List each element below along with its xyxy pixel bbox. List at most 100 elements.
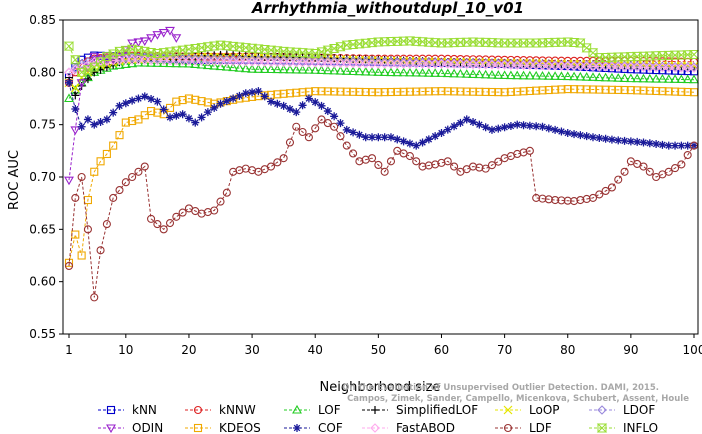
- data-point: [310, 58, 320, 68]
- data-point: [487, 87, 497, 97]
- data-point: [133, 53, 144, 63]
- data-point: [570, 130, 579, 139]
- data-point: [253, 57, 264, 67]
- legend-item-inflo: INFLO: [589, 421, 658, 434]
- data-point: [556, 71, 567, 80]
- legend-item-fastabod: FastABOD: [362, 421, 455, 434]
- data-point: [316, 56, 327, 66]
- data-point: [620, 136, 629, 145]
- data-point: [133, 55, 144, 65]
- data-point: [209, 54, 219, 64]
- data-point: [317, 115, 326, 124]
- x-tick-label: 100: [683, 343, 702, 357]
- data-point: [682, 63, 693, 73]
- data-point: [266, 64, 276, 74]
- data-point: [191, 118, 200, 127]
- data-point: [418, 87, 427, 96]
- data-point: [96, 246, 105, 255]
- chart-title: Arrhythmia_withoutdupl_10_v01: [251, 0, 524, 17]
- data-point: [475, 87, 484, 96]
- data-point: [399, 137, 408, 146]
- data-point: [90, 120, 99, 129]
- data-point: [115, 186, 124, 195]
- series-fastabod: [64, 54, 699, 78]
- data-point: [551, 85, 560, 94]
- series-kdeos: [64, 85, 699, 267]
- data-point: [83, 195, 92, 205]
- data-point: [348, 66, 359, 76]
- data-point: [71, 230, 80, 239]
- data-point: [518, 60, 529, 71]
- data-point: [474, 58, 485, 69]
- data-point: [298, 88, 307, 97]
- data-point: [443, 125, 452, 134]
- data-point: [480, 59, 491, 70]
- data-point: [203, 56, 213, 66]
- data-point: [417, 67, 428, 77]
- data-point: [115, 131, 124, 140]
- data-point: [259, 57, 270, 67]
- data-point: [330, 112, 339, 121]
- data-point: [436, 58, 447, 68]
- data-point: [417, 57, 428, 68]
- data-point: [676, 62, 687, 72]
- data-point: [613, 62, 624, 72]
- data-point: [652, 140, 661, 149]
- data-point: [436, 59, 447, 69]
- data-point: [386, 67, 396, 77]
- data-point: [89, 53, 100, 62]
- data-point: [683, 150, 692, 160]
- data-point: [639, 86, 648, 95]
- legend-label: kNNW: [219, 403, 256, 417]
- data-point: [499, 70, 510, 80]
- data-point: [626, 137, 635, 146]
- data-point: [102, 149, 111, 159]
- data-point: [373, 67, 384, 76]
- data-point: [645, 139, 654, 148]
- data-point: [430, 58, 440, 68]
- data-point: [128, 96, 137, 105]
- data-point: [581, 60, 592, 71]
- legend-marker: [503, 405, 513, 415]
- data-point: [121, 99, 130, 108]
- data-point: [222, 56, 232, 67]
- data-point: [557, 127, 566, 136]
- data-point: [556, 60, 567, 70]
- data-point: [595, 85, 604, 94]
- data-point: [361, 87, 370, 97]
- data-point: [525, 86, 534, 96]
- data-point: [537, 60, 548, 71]
- data-point: [525, 121, 534, 130]
- data-point: [96, 157, 105, 166]
- data-point: [279, 101, 288, 110]
- data-point: [203, 98, 212, 107]
- data-point: [323, 107, 332, 116]
- data-point: [544, 195, 553, 204]
- data-point: [386, 59, 396, 69]
- data-point: [651, 62, 661, 73]
- data-point: [633, 137, 642, 146]
- data-point: [63, 41, 75, 51]
- legend-label: LOF: [318, 403, 341, 417]
- data-point: [361, 133, 370, 142]
- data-point: [146, 55, 156, 65]
- data-point: [90, 293, 99, 302]
- data-point: [273, 99, 282, 108]
- watermark-line-1: Campos, Zimek, Sander, Campello, Micenko…: [347, 394, 689, 404]
- data-point: [349, 149, 358, 158]
- data-point: [184, 53, 194, 64]
- legend-label: COF: [318, 421, 343, 434]
- data-point: [456, 118, 465, 127]
- data-point: [348, 58, 358, 69]
- data-point: [140, 162, 149, 171]
- data-point: [76, 79, 87, 88]
- data-point: [248, 88, 257, 97]
- data-point: [676, 74, 687, 84]
- data-point: [297, 55, 308, 66]
- data-point: [518, 70, 529, 80]
- data-point: [222, 188, 231, 197]
- data-point: [550, 61, 560, 71]
- data-point: [392, 67, 403, 77]
- data-point: [620, 167, 629, 176]
- data-point: [436, 68, 447, 77]
